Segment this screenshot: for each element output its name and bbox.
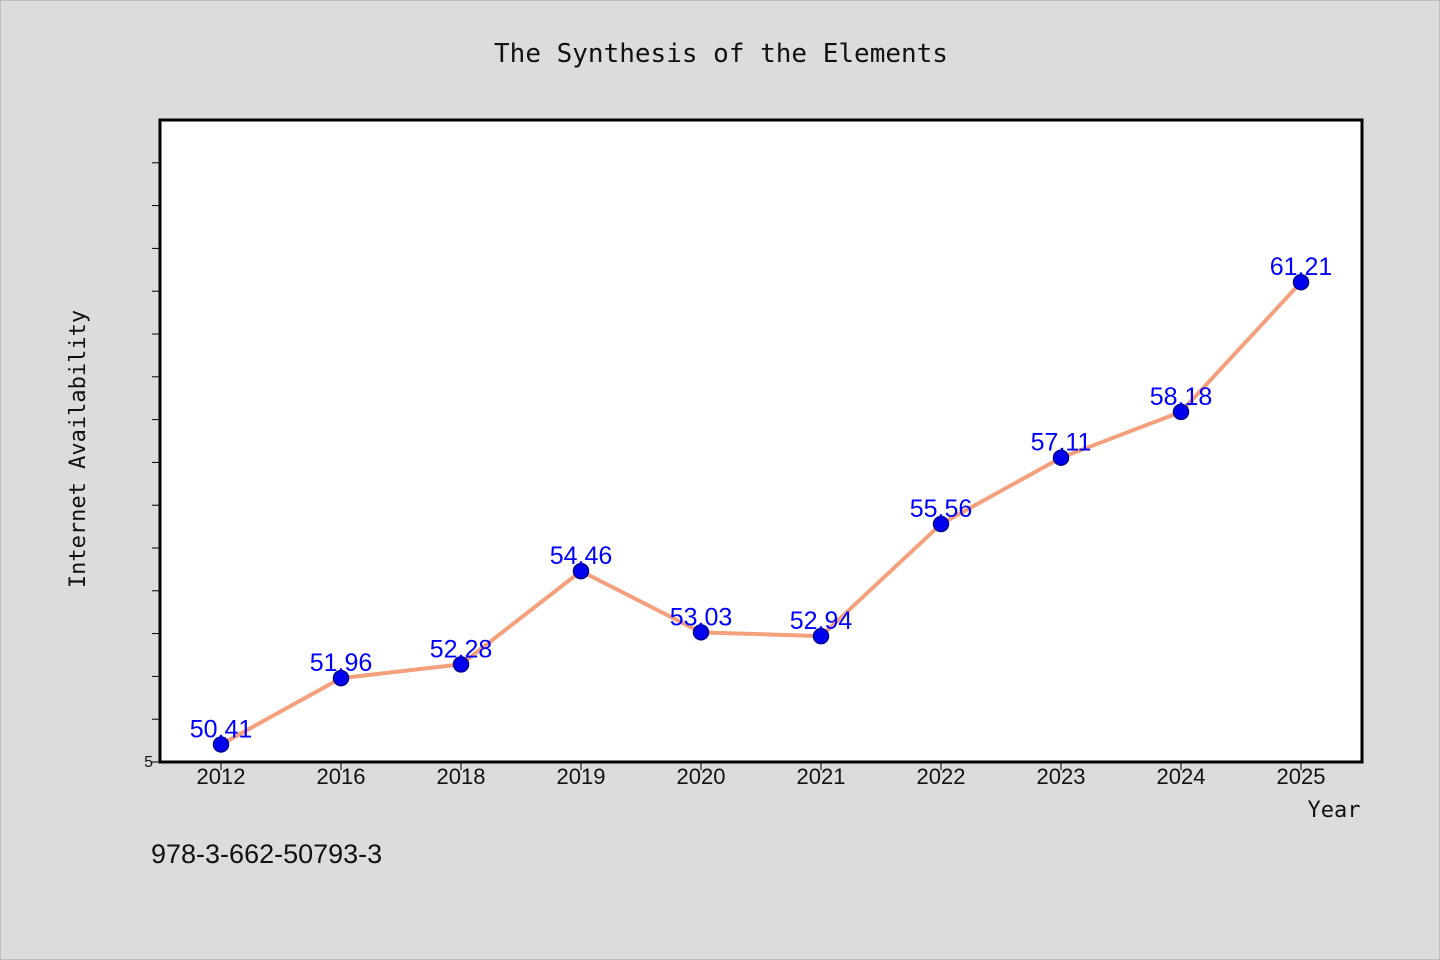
data-label: 57.11: [1031, 429, 1092, 457]
x-tick-label: 2025: [1277, 764, 1326, 789]
data-point-marker: [932, 515, 950, 533]
data-point-marker: [812, 627, 830, 645]
data-point-marker: [692, 624, 710, 641]
x-tick-label: 2012: [197, 764, 246, 789]
x-tick-label: 2020: [677, 764, 726, 789]
data-point-marker: [1172, 403, 1190, 421]
data-label: 53.03: [670, 603, 733, 631]
series-markers: [212, 273, 1310, 753]
x-tick-label: 2019: [557, 764, 606, 789]
data-label: 51.96: [310, 649, 373, 677]
x-tick-label: 2023: [1037, 764, 1086, 789]
data-point-marker: [452, 656, 470, 673]
chart-title: The Synthesis of the Elements: [494, 39, 948, 69]
series-line: [219, 280, 1303, 747]
data-label: 54.46: [550, 542, 613, 570]
data-label: 58.18: [1150, 383, 1213, 411]
y-axis-ticks: [152, 162, 160, 763]
x-tick-label: 2016: [317, 764, 366, 789]
x-axis-title: Year: [1308, 798, 1361, 823]
data-label: 50.41: [190, 715, 253, 743]
x-axis-ticks: [220, 762, 1302, 770]
data-point-marker: [332, 669, 350, 687]
data-label: 52.28: [430, 635, 493, 663]
data-point-marker: [572, 562, 590, 580]
data-label: 61.21: [1270, 253, 1333, 281]
data-labels: 50.41 51.96 52.28 54.46 53.03 52.94 55.56 57.11…: [190, 253, 1333, 743]
y-axis-title: Internet Availability: [66, 310, 91, 588]
x-tick-label: 2021: [797, 764, 846, 789]
data-label: 55.56: [910, 495, 973, 523]
data-label: 52.94: [790, 607, 853, 635]
x-tick-label: 2018: [437, 764, 486, 789]
x-axis-tick-labels: 2012 2016 2018 2019 2020 2021 2022 2023 2024 2025: [197, 764, 1326, 789]
data-point-marker: [1292, 273, 1310, 291]
data-point-marker: [1052, 449, 1070, 466]
x-tick-label: 2022: [917, 764, 966, 789]
x-tick-label: 2024: [1157, 764, 1206, 789]
plot-area: [158, 118, 1364, 764]
isbn-footnote: 978-3-662-50793-3: [151, 839, 382, 869]
y-tick-label: 5: [144, 754, 153, 771]
data-point-marker: [212, 736, 230, 753]
